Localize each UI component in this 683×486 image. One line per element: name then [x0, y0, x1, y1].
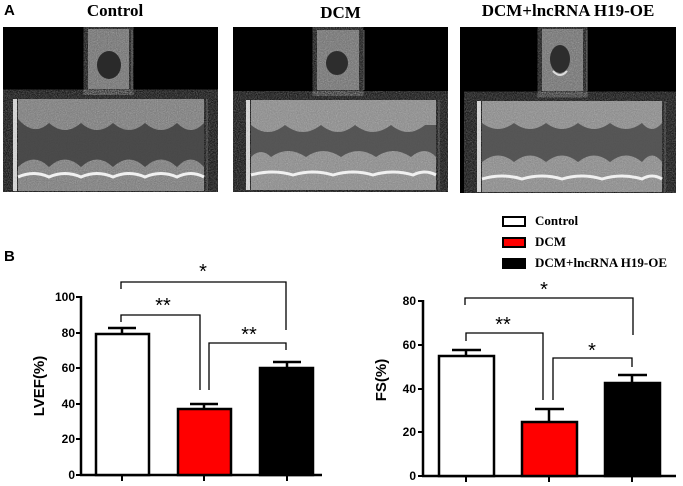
group-title-dcm: DCM [320, 3, 361, 22]
panel-a-label: A [4, 2, 15, 19]
fs-chart: FS(%) 80 60 40 20 0 * ** * [373, 279, 676, 483]
svg-text:60: 60 [62, 361, 76, 375]
legend-label: Control [535, 213, 579, 228]
svg-text:**: ** [155, 295, 171, 317]
fs-bar-control [437, 354, 496, 478]
lvef-error-bars [108, 326, 301, 409]
lvef-y-ticks: 100 80 60 40 20 0 [55, 290, 81, 482]
svg-text:40: 40 [62, 397, 76, 411]
legend-label: DCM [535, 234, 567, 249]
lvef-significance-brackets [120, 281, 287, 390]
svg-text:20: 20 [403, 425, 417, 439]
echo-image-dcm-h19 [460, 27, 676, 193]
panel-b-label: B [4, 248, 15, 265]
legend-item-dcm: DCM [502, 232, 667, 252]
echocardiogram-graphic [246, 30, 440, 190]
svg-text:80: 80 [62, 326, 76, 340]
legend: Control DCM DCM+lncRNA H19-OE [502, 211, 667, 273]
svg-text:*: * [199, 261, 207, 283]
group-title-dcm-h19: DCM+lncRNA H19-OE [481, 1, 655, 20]
lvef-bar-dcm-h19 [258, 366, 315, 477]
lvef-significance-labels: * ** ** [155, 261, 257, 346]
svg-text:0: 0 [409, 469, 416, 483]
legend-swatch-black [502, 257, 526, 269]
svg-text:*: * [588, 340, 596, 362]
lvef-chart: LVEF(%) 100 80 60 40 20 0 [31, 261, 322, 482]
echocardiogram-graphic [13, 29, 208, 191]
svg-text:100: 100 [55, 290, 75, 304]
echo-image-control [3, 27, 218, 192]
svg-text:*: * [540, 279, 548, 301]
legend-item-dcm-h19: DCM+lncRNA H19-OE [502, 253, 667, 273]
echocardiogram-graphic [477, 29, 666, 192]
svg-text:0: 0 [68, 468, 75, 482]
legend-swatch-red [502, 236, 526, 248]
legend-item-control: Control [502, 211, 667, 231]
group-title-control: Control [86, 1, 144, 20]
legend-swatch-white [502, 215, 526, 227]
fs-significance-labels: * ** * [495, 279, 596, 362]
fs-bar-dcm [520, 420, 579, 478]
lvef-bar-dcm [176, 407, 233, 477]
svg-text:60: 60 [403, 338, 417, 352]
svg-text:80: 80 [403, 294, 417, 308]
svg-text:**: ** [495, 314, 511, 336]
svg-text:**: ** [241, 324, 257, 346]
fs-y-ticks: 80 60 40 20 0 [403, 294, 423, 483]
svg-text:20: 20 [62, 432, 76, 446]
lvef-y-axis-label: LVEF(%) [31, 356, 48, 417]
fs-y-axis-label: FS(%) [373, 359, 390, 402]
legend-label: DCM+lncRNA H19-OE [535, 255, 667, 270]
echo-image-dcm [233, 27, 448, 192]
lvef-bar-control [94, 332, 151, 477]
fs-bar-dcm-h19 [603, 381, 662, 478]
svg-text:40: 40 [403, 382, 417, 396]
fs-significance-brackets [464, 297, 634, 400]
fs-error-bars [452, 348, 647, 422]
